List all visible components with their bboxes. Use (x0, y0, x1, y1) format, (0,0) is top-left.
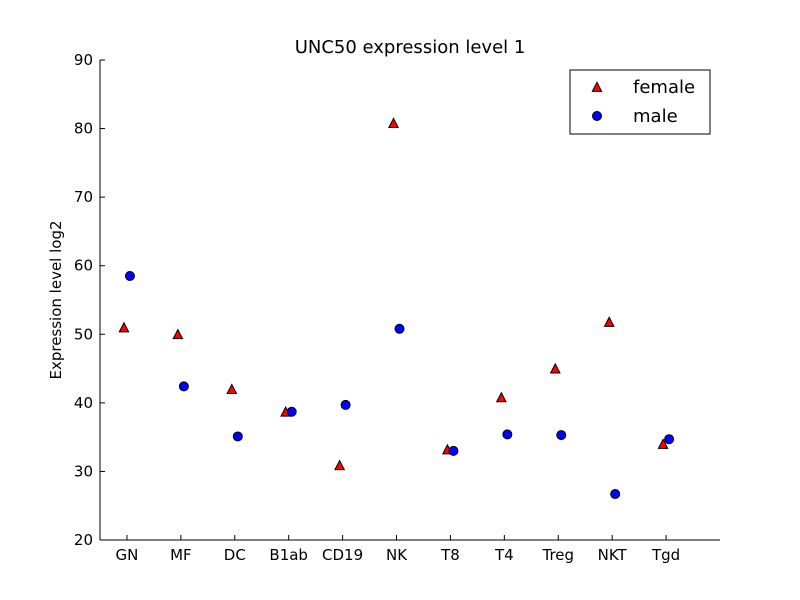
x-tick-label: Tgd (651, 546, 680, 564)
data-point-male (664, 434, 675, 445)
legend-label-female: female (633, 77, 695, 98)
data-point-male (556, 430, 567, 441)
y-tick-label: 60 (74, 257, 93, 275)
y-tick-label: 40 (74, 394, 93, 412)
x-tick-label: GN (116, 546, 139, 564)
data-point-male (286, 406, 297, 417)
data-point-male (178, 381, 189, 392)
data-point-female (549, 362, 561, 374)
data-point-female (495, 391, 507, 403)
plot-area: 20 30 40 50 60 70 80 90 GN MF DC B1ab CD19 NK T8 T4 Treg… (74, 51, 720, 564)
data-point-female (118, 321, 130, 333)
data-point-female (226, 383, 238, 395)
x-tick-label: MF (170, 546, 192, 564)
data-point-female (388, 117, 400, 128)
legend-box (569, 69, 711, 135)
data-point-male (610, 489, 621, 500)
y-axis-label: Expression level log2 (47, 220, 65, 379)
x-tick-label: B1ab (269, 546, 308, 564)
x-tick-label: NK (386, 546, 408, 564)
data-point-male (502, 429, 513, 440)
legend: female male (569, 69, 711, 135)
legend-marker-female (591, 81, 603, 92)
data-point-female (172, 328, 184, 340)
chart-title: UNC50 expression level 1 (295, 37, 526, 58)
y-tick-label: 80 (74, 120, 93, 138)
data-point-male (124, 271, 135, 281)
x-tick-label: Treg (541, 546, 574, 564)
data-point-male (232, 431, 243, 442)
x-tick-label: DC (224, 546, 246, 564)
data-point-male (394, 323, 405, 334)
data-point-male (448, 445, 459, 456)
x-tick-label: T4 (494, 546, 514, 564)
data-point-female (657, 438, 669, 449)
y-tick-label: 90 (74, 51, 93, 69)
data-point-male (340, 399, 351, 410)
x-tick-label: T8 (440, 546, 460, 564)
y-tick-label: 20 (74, 531, 93, 549)
x-tick-label: NKT (598, 546, 628, 564)
legend-label-male: male (633, 106, 678, 127)
data-point-female (603, 316, 615, 327)
x-tick-label: CD19 (322, 546, 363, 564)
data-point-female (334, 459, 346, 471)
y-tick-label: 50 (74, 325, 93, 343)
y-tick-label: 30 (74, 462, 93, 480)
y-tick-label: 70 (74, 188, 93, 206)
legend-marker-male (592, 111, 602, 121)
